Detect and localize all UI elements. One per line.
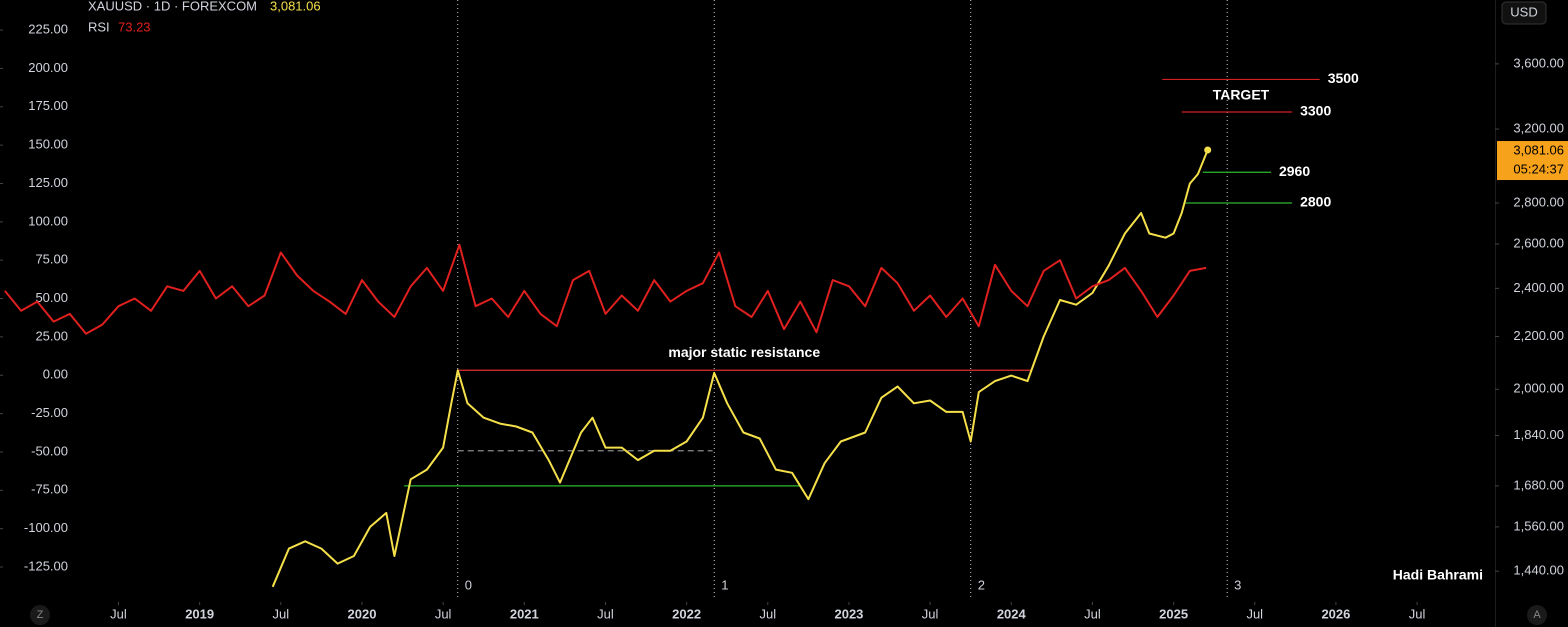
y-tick-label: 3,200.00 (1513, 121, 1564, 136)
z-button[interactable] (30, 605, 50, 625)
level-label: 2800 (1300, 194, 1331, 210)
x-tick-label: Jul (435, 606, 452, 621)
price-tag-label: 3,081.06 (1513, 142, 1564, 157)
y2-tick-label: 75.00 (35, 252, 68, 267)
y-tick-label: 2,600.00 (1513, 235, 1564, 250)
y2-tick-label: -125.00 (24, 558, 68, 573)
x-tick-label: 2023 (834, 606, 863, 621)
y2-tick-label: 150.00 (28, 137, 68, 152)
y2-tick-label: -100.00 (24, 520, 68, 535)
y2-tick-label: 25.00 (35, 328, 68, 343)
x-tick-label: 2024 (997, 606, 1027, 621)
y2-tick-label: -50.00 (31, 443, 68, 458)
symbol-title: XAUUSD · 1D · FOREXCOM (88, 0, 257, 13)
resistance-label: major static resistance (668, 344, 820, 360)
x-tick-label: 2022 (672, 606, 701, 621)
y2-tick-label: 100.00 (28, 213, 68, 228)
last-point (1204, 146, 1212, 154)
y-tick-label: 1,560.00 (1513, 518, 1564, 533)
a-button[interactable] (1527, 605, 1547, 625)
x-tick-label: 2026 (1321, 606, 1350, 621)
y-tick-label: 2,400.00 (1513, 280, 1564, 295)
cycle-label: 3 (1234, 577, 1241, 592)
x-tick-label: Jul (1246, 606, 1263, 621)
y-tick-label: 1,440.00 (1513, 563, 1564, 578)
y-tick-label: 3,600.00 (1513, 55, 1564, 70)
target-label: TARGET (1213, 86, 1270, 102)
y2-tick-label: 0.00 (43, 367, 68, 382)
x-tick-label: Jul (110, 606, 127, 621)
rsi-value: 73.23 (118, 19, 151, 34)
rsi-title: RSI (88, 19, 110, 34)
currency-button[interactable] (1501, 1, 1547, 25)
countdown: 05:24:37 (1513, 161, 1564, 176)
y-tick-label: 2,200.00 (1513, 328, 1564, 343)
level-label: 2960 (1279, 163, 1310, 179)
x-tick-label: Jul (1409, 606, 1426, 621)
y-tick-label: 2,000.00 (1513, 381, 1564, 396)
y2-tick-label: 50.00 (35, 290, 68, 305)
x-tick-label: Jul (922, 606, 939, 621)
y-tick-label: 2,800.00 (1513, 194, 1564, 209)
x-tick-label: Jul (597, 606, 614, 621)
cycle-label: 2 (978, 577, 985, 592)
last-price-header: 3,081.06 (270, 0, 321, 13)
z-button-label[interactable]: Z (37, 609, 44, 621)
x-tick-label: 2020 (348, 606, 377, 621)
x-tick-label: 2025 (1159, 606, 1188, 621)
series-line (4, 243, 1207, 335)
y2-tick-label: 200.00 (28, 60, 68, 75)
y2-tick-label: -25.00 (31, 405, 68, 420)
x-tick-label: Jul (1084, 606, 1101, 621)
cycle-label: 0 (465, 577, 472, 592)
level-label: 3500 (1328, 70, 1359, 86)
level-label: 3300 (1300, 103, 1331, 119)
y2-tick-label: 125.00 (28, 175, 68, 190)
x-tick-label: 2019 (185, 606, 214, 621)
series-line (271, 149, 1209, 588)
x-tick-label: Jul (273, 606, 290, 621)
x-tick-label: Jul (759, 606, 776, 621)
y-tick-label: 1,840.00 (1513, 427, 1564, 442)
y2-tick-label: 175.00 (28, 98, 68, 113)
y2-tick-label: 225.00 (28, 22, 68, 37)
x-tick-label: 2021 (510, 606, 539, 621)
y2-tick-label: -75.00 (31, 482, 68, 497)
author: Hadi Bahrami (1393, 567, 1483, 583)
currency[interactable]: USD (1510, 4, 1537, 19)
y-tick-label: 1,680.00 (1513, 477, 1564, 492)
cycle-label: 1 (721, 577, 728, 592)
price-tag (1497, 141, 1568, 181)
a-button-label[interactable]: A (1533, 609, 1541, 621)
